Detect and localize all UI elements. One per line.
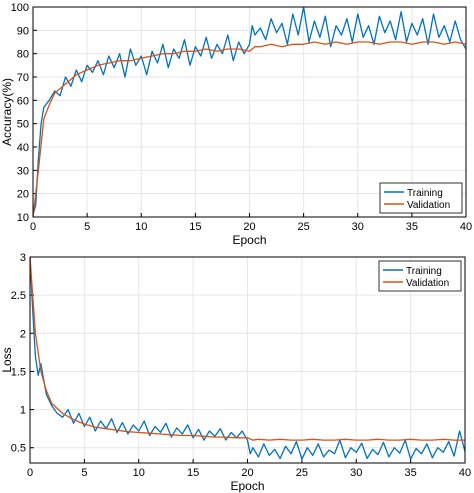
x-tick-label: 0: [27, 467, 33, 479]
y-tick-label: 50: [17, 119, 29, 131]
x-tick-label: 5: [84, 221, 90, 233]
x-tick-label: 40: [459, 467, 471, 479]
y-tick-label: 70: [17, 72, 29, 84]
x-tick-label: 30: [352, 221, 364, 233]
x-tick-label: 15: [187, 467, 199, 479]
series-line-training: [33, 7, 466, 215]
series-line-validation: [30, 257, 465, 441]
y-tick-label: 40: [17, 142, 29, 154]
legend-label-training: Training: [406, 266, 442, 277]
axes-frame: [29, 256, 466, 464]
x-tick-label: 35: [406, 221, 418, 233]
x-axis-label: Epoch: [230, 479, 264, 493]
y-tick-label: 90: [17, 25, 29, 37]
y-tick-label: 20: [17, 189, 29, 201]
y-tick-label: 1.5: [11, 366, 26, 378]
x-tick-label: 20: [243, 221, 255, 233]
y-tick-label: 1: [20, 405, 26, 417]
chart-1: 0 5 10 15 20 25 30 35 40 0.5 1 1.5 2 2.5 3 Epoch Loss Tra…: [0, 252, 471, 493]
y-tick-label: 30: [17, 165, 29, 177]
legend-label-training: Training: [407, 188, 443, 199]
y-tick-label: 100: [11, 2, 29, 14]
x-tick-label: 40: [460, 221, 472, 233]
y-tick-label: 80: [17, 49, 29, 61]
y-tick-label: 2: [20, 328, 26, 340]
y-tick-label: 10: [17, 212, 29, 224]
legend-box: [378, 260, 462, 292]
x-tick-label: 30: [350, 467, 362, 479]
y-tick-label: 0.5: [11, 443, 26, 455]
x-tick-label: 25: [296, 467, 308, 479]
x-tick-label: 15: [189, 221, 201, 233]
series-line-training: [30, 257, 465, 460]
x-tick-label: 10: [135, 221, 147, 233]
legend-label-validation: Validation: [407, 200, 450, 211]
y-tick-label: 60: [17, 95, 29, 107]
x-tick-label: 0: [30, 221, 36, 233]
y-axis-label: Accuracy(%): [0, 78, 14, 146]
legend-box: [379, 182, 463, 214]
axes-frame: [32, 6, 467, 218]
x-axis-label: Epoch: [232, 233, 266, 247]
y-axis-label: Loss: [0, 347, 14, 372]
x-tick-label: 10: [133, 467, 145, 479]
legend-label-validation: Validation: [406, 278, 449, 289]
chart-0: 0 5 10 15 20 25 30 35 40 10 20 30 40 50 60 70 80 90 100 Epo…: [0, 2, 472, 247]
x-tick-label: 20: [241, 467, 253, 479]
y-tick-label: 2.5: [11, 290, 26, 302]
x-tick-label: 35: [405, 467, 417, 479]
series-line-validation: [33, 41, 466, 217]
x-tick-label: 25: [298, 221, 310, 233]
y-tick-label: 3: [20, 252, 26, 264]
x-tick-label: 5: [81, 467, 87, 479]
